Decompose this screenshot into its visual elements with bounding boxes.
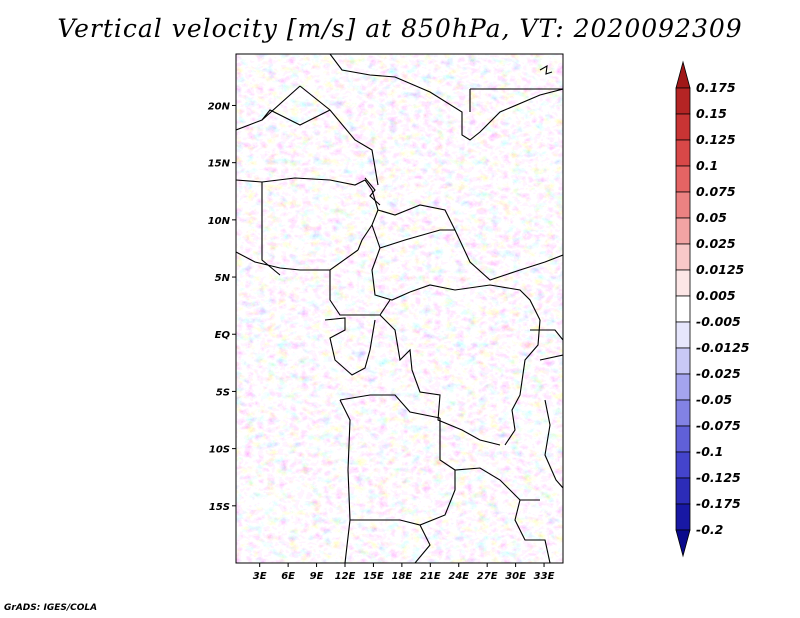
colorbar-label: 0.075: [696, 184, 736, 199]
colorbar-segment: [675, 87, 691, 115]
lat-label: 10S: [209, 445, 230, 456]
colorbar-segment: [675, 321, 691, 349]
lat-label: 15N: [208, 159, 231, 170]
lon-label: 3E: [253, 571, 267, 582]
colorbar-label: -0.175: [696, 496, 741, 511]
colorbar-segment: [675, 165, 691, 193]
colorbar-segment: [675, 295, 691, 323]
lat-label: 5S: [216, 387, 230, 398]
lon-label: 21E: [420, 571, 441, 582]
lat-label: EQ: [215, 330, 231, 341]
lat-label: 20N: [208, 101, 231, 112]
map-panel: [236, 54, 563, 563]
colorbar-segment: [675, 60, 691, 89]
colorbar-label: 0.025: [696, 236, 736, 251]
colorbar-segment: [675, 191, 691, 219]
colorbar-segment: [675, 529, 691, 558]
colorbar-label: 0.125: [696, 132, 736, 147]
colorbar-label: -0.0125: [696, 340, 750, 355]
colorbar-segment: [675, 477, 691, 505]
colorbar-label: 0.175: [696, 80, 736, 95]
colorbar-label: -0.05: [696, 392, 733, 407]
colorbar-segment: [675, 269, 691, 297]
lat-label: 15S: [209, 502, 230, 513]
colorbar-label: -0.2: [696, 522, 724, 537]
lon-label: 24E: [448, 571, 469, 582]
colorbar-label: 0.05: [696, 210, 727, 225]
colorbar-label: -0.125: [696, 470, 741, 485]
colorbar-segment: [675, 503, 691, 531]
colorbar-label: 0.1: [696, 158, 719, 173]
lon-label: 33E: [534, 571, 555, 582]
colorbar-label: 0.15: [696, 106, 727, 121]
lon-label: 30E: [505, 571, 526, 582]
lat-label: 5N: [215, 273, 231, 284]
colorbar-label: 0.005: [696, 288, 736, 303]
lon-label: 12E: [335, 571, 356, 582]
colorbar-label: -0.075: [696, 418, 741, 433]
colorbar-label: 0.0125: [696, 262, 745, 277]
colorbar-label: -0.1: [696, 444, 724, 459]
colorbar-segment: [675, 243, 691, 271]
colorbar-segment: [675, 425, 691, 453]
country-borders: [236, 54, 563, 563]
lon-label: 18E: [391, 571, 412, 582]
map-frame: [235, 53, 564, 564]
lon-label: 6E: [281, 571, 295, 582]
lon-label: 15E: [363, 571, 384, 582]
colorbar-label: -0.025: [696, 366, 741, 381]
colorbar-segment: [675, 373, 691, 401]
lon-label: 9E: [310, 571, 324, 582]
colorbar-segment: [675, 347, 691, 375]
map-title: Vertical velocity [m/s] at 850hPa, VT: 2…: [57, 14, 743, 43]
grads-credit: GrADS: IGES/COLA: [4, 603, 98, 613]
longitude-axis: 3E 6E 9E 12E 15E 18E 21E 24E 27E 30E 33E: [253, 563, 555, 582]
colorbar-label: -0.005: [696, 314, 741, 329]
vertical-velocity-field: [236, 54, 563, 563]
colorbar-segment: [675, 113, 691, 141]
lat-label: 10N: [208, 216, 231, 227]
colorbar-segment: [675, 451, 691, 479]
colorbar: [675, 60, 691, 558]
colorbar-segment: [675, 139, 691, 167]
lon-label: 27E: [477, 571, 498, 582]
latitude-axis: 20N 15N 10N 5N EQ 5S 10S 15S: [208, 101, 236, 513]
colorbar-segment: [675, 217, 691, 245]
colorbar-segment: [675, 399, 691, 427]
